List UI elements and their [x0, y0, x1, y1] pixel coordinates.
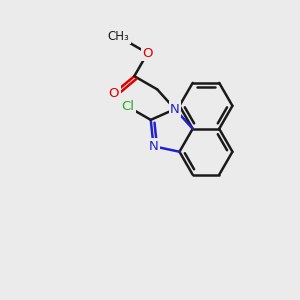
- Text: Cl: Cl: [121, 100, 134, 113]
- Text: N: N: [170, 103, 180, 116]
- Text: CH₃: CH₃: [108, 29, 130, 43]
- Text: N: N: [148, 140, 158, 153]
- Text: O: O: [109, 87, 119, 100]
- Text: O: O: [142, 47, 153, 60]
